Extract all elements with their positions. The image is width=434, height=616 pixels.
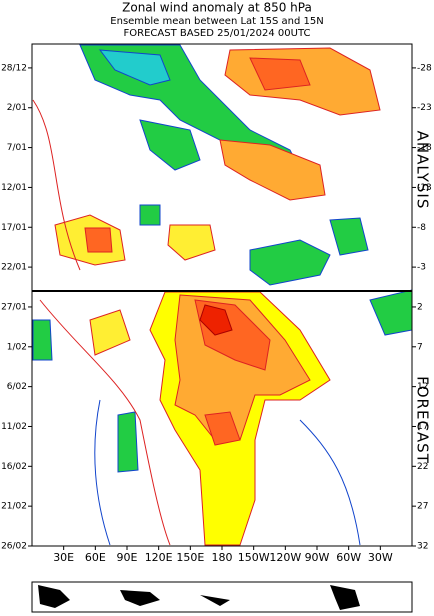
map-strip <box>31 581 413 613</box>
y-tick-label: 28/12 <box>1 63 27 73</box>
contour-fill <box>84 227 113 253</box>
y2-tick-label: -18 <box>417 143 432 153</box>
x-tick-label: 60W <box>336 551 361 564</box>
contour-fill <box>117 411 139 473</box>
y2-tick-label: 22 <box>417 462 428 472</box>
x-tick-label: 180 <box>212 551 233 564</box>
contour-fill <box>199 304 233 336</box>
forecast-label: FORECAST <box>414 376 432 464</box>
y2-tick-label: -23 <box>417 103 432 113</box>
contour-fill <box>219 139 326 201</box>
y-tick-label: 1/02 <box>7 342 27 352</box>
y2-tick-label: -3 <box>417 263 426 273</box>
contour-fill <box>139 204 161 226</box>
y-tick-label: 7/01 <box>7 143 27 153</box>
contour-line <box>94 399 111 546</box>
contour-line <box>299 419 361 546</box>
y-tick-label: 17/01 <box>1 223 27 233</box>
x-tick-label: 150E <box>176 551 204 564</box>
contour-fill <box>167 224 216 261</box>
chart-note: FORECAST BASED 25/01/2024 00UTC <box>124 28 311 39</box>
contour-fill <box>249 239 331 286</box>
contour-line <box>39 299 171 546</box>
contour-fill <box>249 57 311 91</box>
x-tick-label: 60E <box>85 551 106 564</box>
y2-tick-label: 12 <box>417 382 428 392</box>
contour-fill <box>98 49 171 86</box>
chart-title: Zonal wind anomaly at 850 hPa <box>122 1 312 15</box>
y-tick-label: 16/02 <box>1 462 27 472</box>
contour-field <box>32 44 412 546</box>
y2-tick-label: 2 <box>417 302 423 312</box>
y-tick-label: 26/02 <box>1 542 27 552</box>
x-tick-label: 120E <box>145 551 173 564</box>
x-tick-label: 90E <box>117 551 138 564</box>
y-tick-label: 21/02 <box>1 502 27 512</box>
chart-subtitle: Ensemble mean between Lat 15S and 15N <box>110 16 323 27</box>
y2-tick-label: 7 <box>417 342 423 352</box>
contour-fill <box>32 319 53 361</box>
y-tick-label: 22/01 <box>1 263 27 273</box>
x-tick-label: 150W <box>238 551 270 564</box>
contour-line <box>32 99 81 271</box>
contour-fill <box>204 411 241 446</box>
y2-tick-label: 32 <box>417 542 428 552</box>
x-tick-label: 90W <box>305 551 330 564</box>
contour-fill <box>329 217 369 256</box>
x-tick-label: 30E <box>53 551 74 564</box>
y2-tick-label: -28 <box>417 63 432 73</box>
contour-fill <box>139 119 201 171</box>
y-tick-label: 12/01 <box>1 183 27 193</box>
y2-tick-label: 17 <box>417 422 428 432</box>
y-tick-label: 6/02 <box>7 382 27 392</box>
analysis-label: ANALYSIS <box>414 131 432 210</box>
y2-tick-label: -13 <box>417 183 432 193</box>
y2-tick-label: -8 <box>417 223 426 233</box>
y2-tick-label: 27 <box>417 502 428 512</box>
x-tick-label: 30W <box>368 551 393 564</box>
y-tick-label: 2/01 <box>7 103 27 113</box>
contour-fill <box>369 289 412 336</box>
contour-fill <box>89 309 131 356</box>
x-tick-label: 120W <box>269 551 301 564</box>
y-tick-label: 27/01 <box>1 302 27 312</box>
y-tick-label: 11/02 <box>1 422 27 432</box>
